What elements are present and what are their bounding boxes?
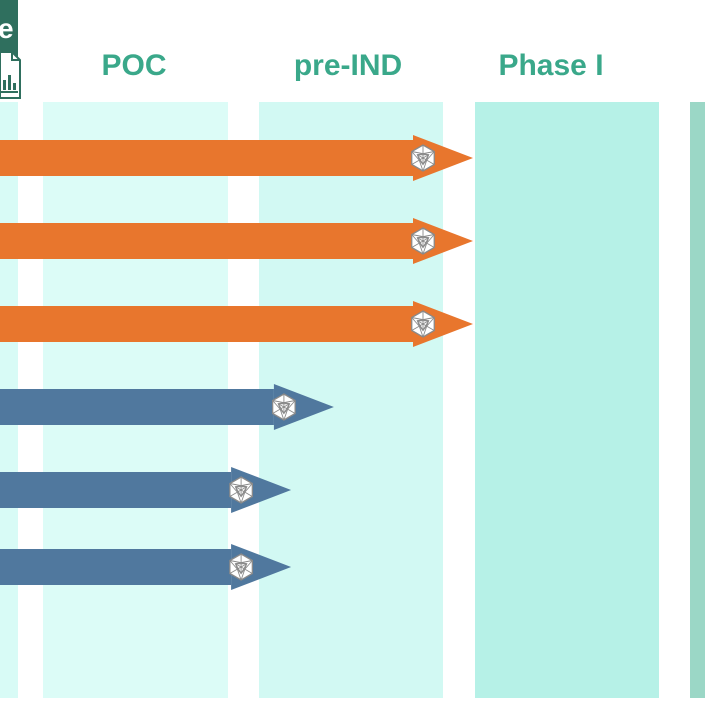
icosahedron-icon — [411, 227, 435, 255]
program-arrow-body — [0, 140, 413, 176]
program-arrow — [0, 544, 292, 590]
program-arrow-body — [0, 306, 413, 342]
program-arrow-head — [413, 218, 473, 264]
phase-label-phase-1: Phase I — [498, 49, 603, 82]
program-arrow — [0, 135, 473, 181]
program-arrow-head — [231, 544, 292, 590]
program-arrow-body — [0, 472, 232, 508]
phase-column-next — [690, 102, 705, 698]
program-arrow — [0, 218, 473, 264]
program-arrow — [0, 301, 473, 347]
program-arrow — [0, 384, 334, 430]
document-chart-icon — [0, 51, 21, 99]
corner-badge: e — [0, 0, 21, 99]
program-arrows — [0, 135, 473, 590]
program-arrow — [0, 467, 292, 513]
icosahedron-icon — [411, 310, 435, 338]
program-arrow-body — [0, 549, 232, 585]
program-arrow-head — [413, 135, 473, 181]
icosahedron-icon — [411, 144, 435, 172]
corner-badge-tile — [0, 0, 18, 60]
phase-labels: POC pre-IND Phase I — [101, 49, 603, 82]
program-arrow-body — [0, 223, 413, 259]
phase-column-phase-1 — [475, 102, 659, 698]
phase-label-pre-ind: pre-IND — [294, 49, 402, 82]
program-arrow-body — [0, 389, 274, 425]
icosahedron-icon — [229, 476, 254, 504]
icosahedron-icon — [229, 553, 254, 581]
phase-label-poc: POC — [101, 49, 166, 82]
icosahedron-icon — [271, 393, 296, 421]
program-arrow-head — [413, 301, 473, 347]
program-arrow-head — [231, 467, 292, 513]
program-arrow-head — [273, 384, 334, 430]
corner-badge-letter: e — [0, 13, 14, 44]
